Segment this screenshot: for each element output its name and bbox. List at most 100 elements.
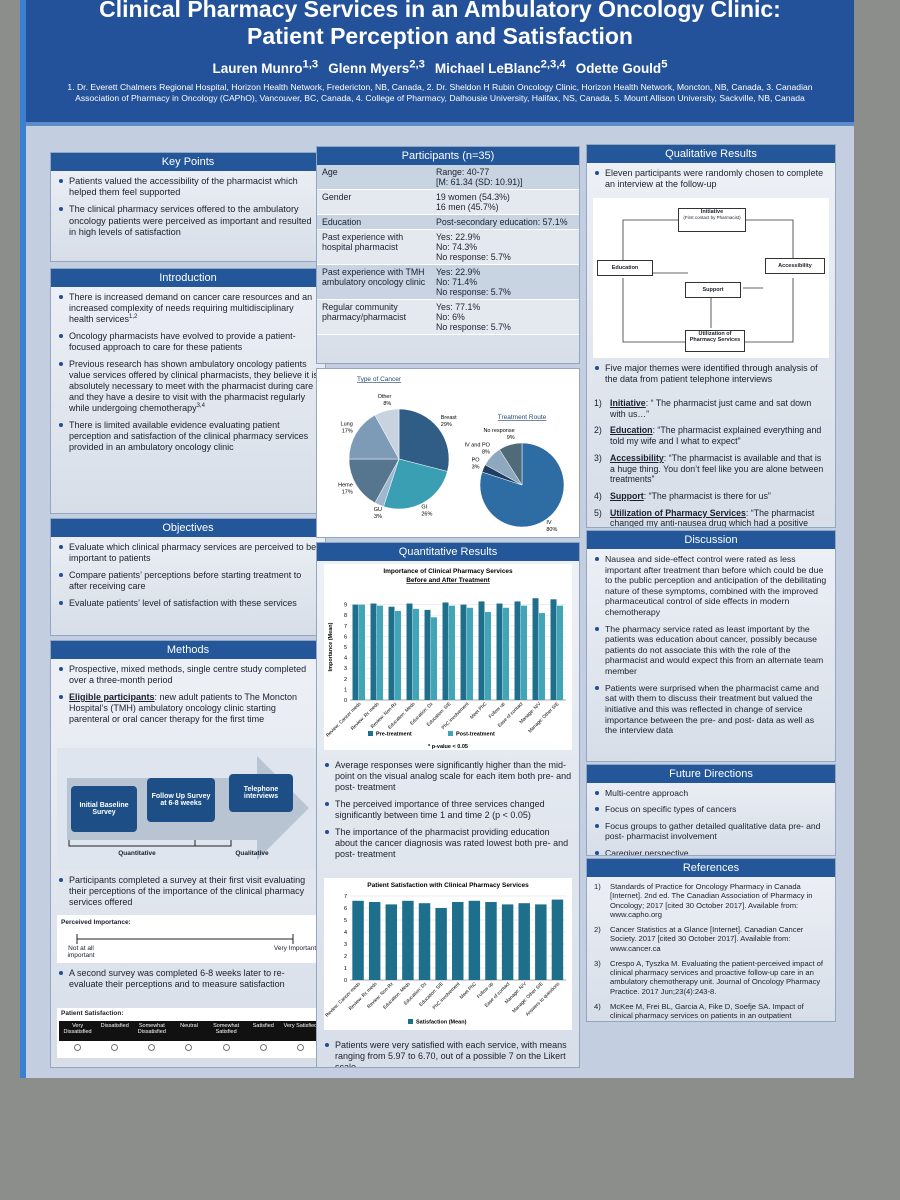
- item-text: Standards of Practice for Oncology Pharm…: [610, 882, 813, 919]
- row-value: [M: 61.34 (SD: 10.91)]: [436, 177, 523, 187]
- bar: [550, 599, 557, 700]
- row-label: Age: [317, 165, 431, 190]
- item-number: 3): [594, 958, 601, 968]
- table-row: Past experience with TMH ambulatory onco…: [317, 264, 579, 300]
- legend-label: Satisfaction (Mean): [416, 1020, 467, 1026]
- scale-circle: [111, 1044, 119, 1051]
- x-tick-label: PhC involvement: [432, 981, 462, 1011]
- importance-scale: Perceived Importance: Not at all importa…: [57, 915, 319, 963]
- bar: [532, 598, 539, 700]
- item-number: 1): [594, 882, 601, 891]
- path: [622, 219, 794, 343]
- scale-level: Dissatisfied: [100, 1023, 129, 1029]
- pie-title: Treatment Route: [498, 414, 547, 421]
- author-affiliation: 2,3: [409, 58, 425, 70]
- pie-slice: [499, 442, 523, 486]
- pie-value-label: 8%: [482, 449, 490, 455]
- list-item: Multi-centre approach: [594, 788, 828, 798]
- qualitative-panel: Qualitative Results Eleven participants …: [586, 144, 836, 528]
- list-item: There is limited available evidence eval…: [58, 420, 318, 453]
- objectives-panel: Objectives Evaluate which clinical pharm…: [50, 518, 326, 636]
- row-label: Gender: [317, 189, 431, 215]
- bullet-list: Patients were very satisfied with each s…: [317, 1035, 579, 1067]
- list-item: 3) Crespo A, Tyszka M. Evaluating the pat…: [594, 959, 828, 996]
- bar: [518, 903, 530, 980]
- item-number: 3): [594, 452, 602, 463]
- scale-circle: [185, 1044, 193, 1051]
- diagram-arrows: [622, 219, 794, 343]
- pie-label: Breast: [441, 415, 457, 421]
- list-item: 2) Education: “The pharmacist explained e…: [594, 425, 828, 446]
- list-item: Compare patients’ perceptions before sta…: [58, 570, 318, 592]
- bullet-list: Eleven participants were randomly chosen…: [587, 163, 835, 198]
- participants-table: Age Range: 40-77 [M: 61.34 (SD: 10.91)] Gen…: [317, 165, 579, 335]
- row-label: Regular community pharmacy/pharmacist: [317, 299, 431, 335]
- themes-diagram: Initiative (First contact by Pharmacist) …: [593, 198, 829, 358]
- row-label: Past experience with hospital pharmacist: [317, 229, 431, 265]
- key-points-panel: Key Points Patients valued the accessibi…: [50, 152, 326, 262]
- list-item: Nausea and side-effect control were rate…: [594, 554, 828, 618]
- item-number: 2): [594, 925, 601, 934]
- row-value: Yes: 22.9%: [436, 232, 481, 242]
- pie-label: GI: [421, 505, 427, 511]
- bar: [368, 902, 381, 980]
- bar: [385, 904, 398, 980]
- item-text: : “The pharmacist changed my anti-nausea…: [610, 507, 815, 528]
- row-values: Yes: 22.9% No: 74.3% No response: 5.7%: [431, 229, 579, 265]
- author-affiliation: 5: [661, 58, 668, 70]
- y-tick-label: 6: [344, 906, 347, 912]
- scale-title: Patient Satisfaction:: [61, 1010, 124, 1017]
- item-number: 4): [594, 1001, 601, 1011]
- bullet-list: Five major themes were identified throug…: [587, 358, 835, 393]
- poster-header: Clinical Pharmacy Services in an Ambulat…: [26, 0, 854, 126]
- bar: [535, 904, 547, 980]
- pie-label: GU: [374, 507, 382, 513]
- x-tick-label: Review: Rx meds: [348, 981, 379, 1012]
- section-heading: Introduction: [51, 269, 325, 287]
- row-value: No response: 5.7%: [436, 252, 511, 262]
- y-tick-label: 2: [344, 954, 347, 960]
- list-item: The pharmacy service rated as least impo…: [594, 624, 828, 677]
- x-tick-label: Review: Cancer meds: [325, 701, 363, 739]
- bar: [413, 608, 419, 700]
- x-tick-label: Manage: Other S/E: [527, 701, 560, 734]
- pie-label: PO: [472, 457, 481, 463]
- pie-label: Heme: [338, 483, 353, 489]
- chart-title: Importance of Clinical Pharmacy Services: [383, 568, 513, 575]
- section-heading: Discussion: [587, 531, 835, 549]
- row-value: Yes: 77.1%: [436, 302, 481, 312]
- item-label: Initiative: [610, 398, 646, 408]
- flow-diagram: Initial Baseline Survey Follow Up Survey…: [57, 748, 319, 870]
- list-item: Focus on specific types of cancers: [594, 804, 828, 814]
- chart-subtitle: Before and After Treatment: [406, 577, 490, 584]
- y-tick-label: 7: [344, 894, 347, 900]
- list-item: 1) Initiative: “ The pharmacist just came…: [594, 398, 828, 419]
- bar: [395, 610, 401, 700]
- scale-option: [245, 1044, 282, 1056]
- citation: 3,4: [196, 402, 205, 409]
- scale-circle: [222, 1044, 230, 1051]
- item-number: 4): [594, 491, 602, 502]
- pie-slice: [348, 458, 400, 504]
- bar: [539, 613, 545, 700]
- list-item: The clinical pharmacy services offered t…: [58, 204, 318, 238]
- pie-slice: [383, 458, 448, 510]
- scale-dots: [59, 1044, 319, 1056]
- scale-option: [282, 1044, 319, 1056]
- section-heading: References: [587, 859, 835, 877]
- poster-title: Patient Perception and Satisfaction: [247, 23, 633, 49]
- legend-label: Post-treatment: [456, 732, 495, 738]
- row-values: 19 women (54.3%) 16 men (45.7%): [431, 189, 579, 215]
- bullet-list: A second survey was completed 6-8 weeks …: [51, 963, 325, 1008]
- introduction-panel: Introduction There is increased demand o…: [50, 268, 326, 514]
- list-item: Focus groups to gather detailed qualitat…: [594, 821, 828, 842]
- item-number: 2): [594, 425, 602, 436]
- y-tick-label: 8: [344, 613, 347, 619]
- bullet-list: Participants completed a survey at their…: [51, 870, 325, 915]
- node-note: (First contact by Pharmacist): [683, 215, 741, 221]
- row-value: Yes: 22.9%: [436, 267, 481, 277]
- bar: [485, 612, 491, 700]
- bar: [431, 617, 437, 700]
- author-name: Lauren Munro: [212, 60, 303, 76]
- numbered-list: 1) Standards of Practice for Oncology Pha…: [587, 877, 835, 1021]
